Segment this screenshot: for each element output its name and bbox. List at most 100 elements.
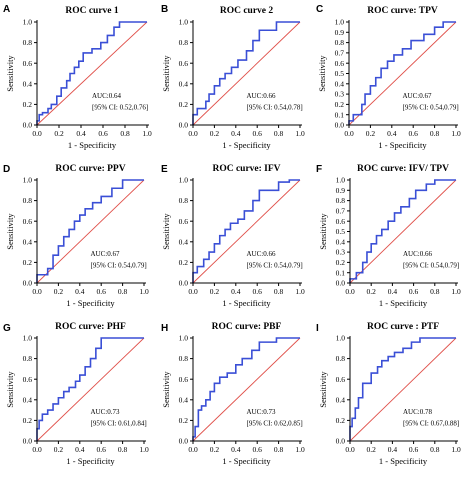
y-axis-label: Sensitivity bbox=[5, 55, 15, 92]
y-tick-label: 0.5 bbox=[335, 69, 345, 78]
x-tick-label: 0.8 bbox=[274, 445, 284, 454]
roc-curve bbox=[192, 179, 300, 283]
x-tick-label: 0.6 bbox=[409, 445, 419, 454]
auc-value: AUC:0.73 bbox=[91, 408, 120, 416]
x-axis-label: 1 - Specificity bbox=[379, 456, 428, 466]
y-tick-label: 0.7 bbox=[335, 49, 345, 58]
auc-ci: [95% CI: 0.52,0.76] bbox=[92, 104, 148, 112]
y-tick-label: 0.2 bbox=[336, 416, 346, 425]
y-tick-label: 1.0 bbox=[336, 334, 346, 343]
y-tick-label: 1.0 bbox=[23, 176, 33, 185]
x-tick-label: 0.8 bbox=[430, 129, 440, 138]
x-tick-label: 0.6 bbox=[409, 129, 419, 138]
x-tick-label: 0.4 bbox=[388, 445, 398, 454]
auc-ci: [95% CI: 0.54,0.79] bbox=[403, 262, 459, 270]
auc-value: AUC:0.73 bbox=[247, 408, 276, 416]
x-tick-label: 1.0 bbox=[451, 129, 461, 138]
y-tick-label: 0.8 bbox=[179, 38, 189, 47]
reference-diagonal bbox=[192, 179, 301, 284]
x-tick-label: 0.6 bbox=[97, 445, 107, 454]
y-tick-label: 0.8 bbox=[336, 354, 346, 363]
x-axis-label: 1 - Specificity bbox=[222, 456, 271, 466]
auc-ci: [95% CI: 0.54,0.78] bbox=[247, 104, 303, 112]
y-tick-label: 1.0 bbox=[179, 176, 189, 185]
x-tick-label: 1.0 bbox=[451, 445, 461, 454]
y-tick-label: 0.6 bbox=[23, 59, 33, 68]
auc-ci: [95% CI: 0.61,0.84] bbox=[91, 420, 147, 428]
y-tick-label: 0.4 bbox=[179, 395, 189, 404]
y-tick-label: 1.0 bbox=[23, 334, 33, 343]
reference-diagonal bbox=[36, 21, 148, 126]
y-tick-label: 0.6 bbox=[23, 217, 33, 226]
x-tick-label: 0.0 bbox=[188, 445, 198, 454]
panel-letter: D bbox=[3, 164, 10, 175]
x-tick-label: 0.8 bbox=[274, 287, 284, 296]
y-tick-label: 0.6 bbox=[179, 59, 189, 68]
y-tick-label: 0.3 bbox=[335, 90, 345, 99]
x-tick-label: 0.8 bbox=[430, 287, 440, 296]
roc-panel-g: G ROC curve: PHF 0.0 0.2 0.4 0.6 0.8 1.0 0.0 0.2 0… bbox=[3, 322, 149, 466]
chart-title: ROC curve: PPV bbox=[55, 164, 125, 174]
x-tick-label: 0.0 bbox=[188, 287, 198, 296]
x-tick-label: 1.0 bbox=[295, 287, 305, 296]
chart-title: ROC curve 1 bbox=[65, 6, 119, 16]
reference-diagonal bbox=[36, 179, 145, 284]
y-tick-label: 0.0 bbox=[179, 437, 189, 446]
y-tick-label: 0.6 bbox=[179, 375, 189, 384]
x-tick-label: 0.0 bbox=[344, 129, 354, 138]
x-tick-label: 0.2 bbox=[54, 445, 64, 454]
y-tick-label: 0.4 bbox=[23, 395, 33, 404]
y-tick-label: 0.2 bbox=[23, 258, 33, 267]
x-axis-label: 1 - Specificity bbox=[222, 298, 271, 308]
panel-letter: C bbox=[316, 4, 323, 15]
x-tick-label: 0.4 bbox=[388, 287, 398, 296]
y-tick-label: 0.3 bbox=[336, 248, 346, 257]
panel-letter: B bbox=[161, 4, 168, 15]
y-tick-label: 0.8 bbox=[23, 196, 33, 205]
auc-ci: [95% CI: 0.54,0.79] bbox=[247, 262, 303, 270]
roc-panel-a: A ROC curve 1 0.0 0.2 0.4 0.6 0.8 1.0 0.0 0.2 0.4 0… bbox=[3, 4, 152, 150]
y-tick-label: 0.2 bbox=[336, 258, 346, 267]
y-tick-label: 0.0 bbox=[179, 121, 189, 130]
roc-curve bbox=[192, 21, 300, 125]
roc-curve bbox=[349, 179, 456, 283]
chart-title: ROC curve 2 bbox=[220, 6, 274, 16]
auc-value: AUC:0.66 bbox=[247, 92, 276, 100]
x-tick-label: 0.8 bbox=[430, 445, 440, 454]
x-tick-label: 0.2 bbox=[210, 287, 220, 296]
x-tick-label: 0.2 bbox=[54, 287, 64, 296]
y-axis-label: Sensitivity bbox=[161, 213, 171, 250]
y-tick-label: 0.4 bbox=[179, 79, 189, 88]
y-tick-label: 0.2 bbox=[23, 100, 33, 109]
x-tick-label: 0.4 bbox=[231, 129, 241, 138]
y-tick-label: 0.6 bbox=[179, 217, 189, 226]
y-tick-label: 0.2 bbox=[335, 100, 345, 109]
y-tick-label: 0.0 bbox=[336, 279, 346, 288]
x-tick-label: 0.8 bbox=[118, 445, 128, 454]
auc-value: AUC:0.66 bbox=[247, 250, 276, 258]
roc-panel-b: B ROC curve 2 0.0 0.2 0.4 0.6 0.8 1.0 0.0 0.2 0.4 0… bbox=[161, 4, 305, 150]
x-axis-label: 1 - Specificity bbox=[66, 298, 115, 308]
x-axis-label: 1 - Specificity bbox=[222, 140, 271, 150]
y-tick-label: 0.0 bbox=[179, 279, 189, 288]
y-tick-label: 0.1 bbox=[335, 110, 345, 119]
x-tick-label: 0.4 bbox=[75, 445, 85, 454]
x-axis-label: 1 - Specificity bbox=[68, 140, 117, 150]
panel-letter: G bbox=[3, 323, 11, 334]
y-tick-label: 0.4 bbox=[336, 395, 346, 404]
y-tick-label: 1.0 bbox=[336, 176, 346, 185]
auc-value: AUC:0.66 bbox=[403, 250, 432, 258]
x-tick-label: 0.6 bbox=[253, 129, 263, 138]
y-tick-label: 0.0 bbox=[23, 437, 33, 446]
y-tick-label: 0.2 bbox=[179, 100, 189, 109]
y-tick-label: 0.6 bbox=[335, 59, 345, 68]
y-tick-label: 0.4 bbox=[179, 237, 189, 246]
auc-ci: [95% CI: 0.54,0.79] bbox=[403, 104, 459, 112]
y-tick-label: 0.5 bbox=[336, 227, 346, 236]
y-tick-label: 0.4 bbox=[335, 79, 345, 88]
y-tick-label: 0.6 bbox=[336, 375, 346, 384]
y-tick-label: 0.7 bbox=[336, 207, 346, 216]
panel-letter: I bbox=[316, 323, 319, 334]
